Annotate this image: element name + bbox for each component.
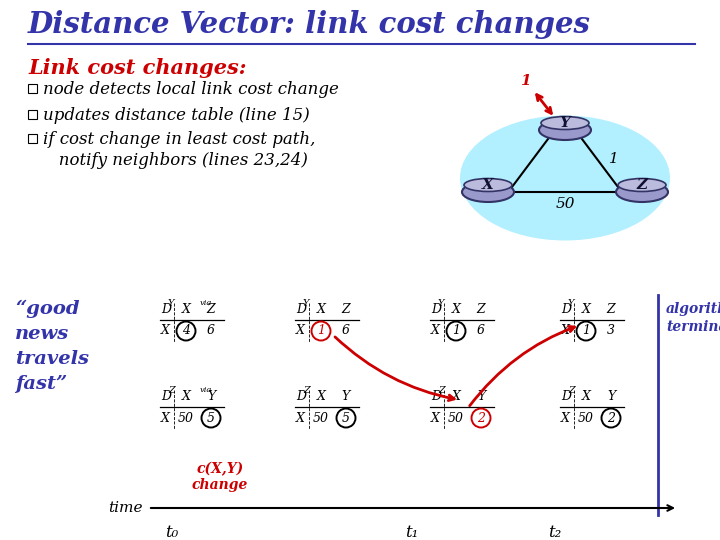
Text: t₂: t₂ [549,524,562,540]
Text: Link cost changes:: Link cost changes: [28,58,246,78]
Text: X: X [317,303,325,316]
Text: 50: 50 [555,197,575,211]
Text: Z: Z [477,303,485,316]
Ellipse shape [539,120,591,140]
Text: X: X [296,325,305,338]
Text: 6: 6 [477,325,485,338]
Text: X: X [317,390,325,403]
Text: 6: 6 [207,325,215,338]
Text: X: X [451,390,460,403]
Text: X: X [296,411,305,424]
Text: via: via [200,386,212,394]
Text: X: X [582,303,590,316]
Text: 6: 6 [342,325,350,338]
Text: Y: Y [438,299,444,308]
Text: c(X,Y)
change: c(X,Y) change [192,462,248,492]
Text: 1: 1 [582,325,590,338]
Text: X: X [181,303,190,316]
Text: Z: Z [607,303,616,316]
Text: 1: 1 [608,152,618,166]
Text: 2: 2 [607,411,615,424]
Text: X: X [451,303,460,316]
Text: D: D [561,303,571,316]
Text: D: D [561,390,571,403]
Text: Z: Z [636,178,647,192]
Text: Y: Y [559,116,570,130]
Text: X: X [482,178,494,192]
Text: Z: Z [303,386,310,395]
Text: D: D [296,390,306,403]
Text: Y: Y [477,390,485,403]
Text: Y: Y [342,390,350,403]
Text: via: via [200,299,212,307]
Text: Z: Z [438,386,445,395]
Text: Y: Y [207,390,215,403]
Ellipse shape [541,117,589,130]
Text: Y: Y [607,390,615,403]
FancyBboxPatch shape [28,110,37,119]
Text: 1: 1 [452,325,460,338]
Text: X: X [582,390,590,403]
Text: X: X [161,325,170,338]
Text: 50: 50 [313,411,329,424]
Text: 3: 3 [607,325,615,338]
Ellipse shape [462,182,514,202]
Ellipse shape [616,182,668,202]
Text: updates distance table (line 15): updates distance table (line 15) [43,107,310,124]
Text: Z: Z [168,386,175,395]
Text: “good
news
travels
fast”: “good news travels fast” [15,300,89,393]
Text: if cost change in least cost path,
   notify neighbors (lines 23,24): if cost change in least cost path, notif… [43,131,315,169]
Text: D: D [431,390,441,403]
Text: 50: 50 [178,411,194,424]
Text: 4: 4 [182,325,190,338]
Text: 5: 5 [207,411,215,424]
FancyBboxPatch shape [28,84,37,93]
Text: algorithm
terminates: algorithm terminates [666,302,720,334]
Text: node detects local link cost change: node detects local link cost change [43,81,339,98]
Text: time: time [109,501,143,515]
Text: 1: 1 [317,325,325,338]
Text: X: X [561,411,570,424]
Text: 50: 50 [448,411,464,424]
Text: Y: Y [303,299,310,308]
Text: X: X [561,325,570,338]
Text: Z: Z [568,386,575,395]
Text: t₁: t₁ [405,524,418,540]
Text: 1: 1 [520,74,531,88]
Text: D: D [161,303,171,316]
Text: X: X [431,325,440,338]
Text: 2: 2 [477,411,485,424]
Text: Distance Vector: link cost changes: Distance Vector: link cost changes [28,10,591,39]
Text: Y: Y [568,299,575,308]
Text: Z: Z [207,303,215,316]
Text: X: X [181,390,190,403]
Text: D: D [431,303,441,316]
Ellipse shape [464,179,512,192]
Ellipse shape [460,116,670,240]
FancyBboxPatch shape [28,134,37,143]
Text: X: X [161,411,170,424]
Text: Y: Y [168,299,174,308]
Ellipse shape [618,179,666,192]
Text: D: D [296,303,306,316]
Text: X: X [431,411,440,424]
Text: D: D [161,390,171,403]
Text: 50: 50 [578,411,594,424]
Text: t₀: t₀ [166,524,179,540]
Text: Z: Z [342,303,351,316]
Text: 5: 5 [342,411,350,424]
